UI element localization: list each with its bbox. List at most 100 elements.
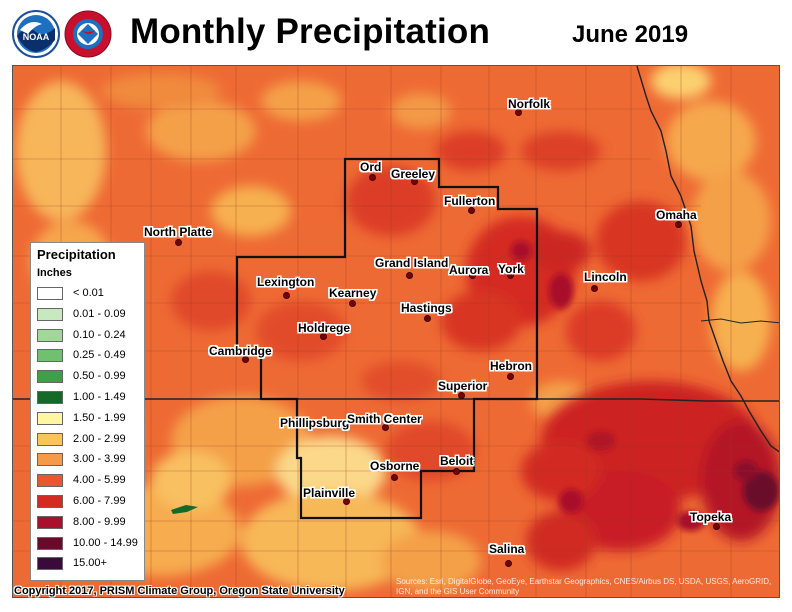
city-dot-beloit <box>453 468 460 475</box>
legend-swatch <box>37 453 63 467</box>
legend-item: 1.50 - 1.99 <box>37 411 141 428</box>
legend-swatch <box>37 411 63 425</box>
city-dot-phillipsburg <box>335 422 342 429</box>
city-dot-greeley <box>411 178 418 185</box>
legend-swatch <box>37 328 63 342</box>
legend-label: 15.00+ <box>73 557 107 570</box>
city-dot-lexington <box>283 292 290 299</box>
legend-units: Inches <box>37 267 72 279</box>
city-label-north-platte: North Platte <box>144 225 213 239</box>
city-dot-grand-island <box>406 272 413 279</box>
legend-item: 15.00+ <box>37 557 141 573</box>
city-label-holdrege: Holdrege <box>298 321 351 335</box>
city-dot-aurora <box>469 272 476 279</box>
city-label-phillipsburg: Phillipsburg <box>280 416 350 430</box>
nws-logo <box>64 10 112 58</box>
city-dot-hebron <box>507 373 514 380</box>
city-label-topeka: Topeka <box>690 510 732 524</box>
legend-swatch <box>37 370 63 384</box>
copyright-text: Copyright 2017, PRISM Climate Group, Ore… <box>14 585 345 597</box>
map-title: Monthly Precipitation <box>130 12 491 51</box>
legend-swatch <box>37 307 63 321</box>
city-label-superior: Superior <box>438 379 488 393</box>
city-label-grand-island: Grand Island <box>375 256 449 270</box>
legend-label: 0.01 - 0.09 <box>73 307 126 320</box>
city-label-hebron: Hebron <box>490 359 532 373</box>
city-dot-lincoln <box>591 285 598 292</box>
city-dot-cambridge <box>242 356 249 363</box>
header: NOAA Monthly Precipitation June 2019 <box>0 0 792 66</box>
city-label-smith-center: Smith Center <box>347 412 422 426</box>
legend-item: 6.00 - 7.99 <box>37 495 141 511</box>
legend-item: 0.01 - 0.09 <box>37 307 141 324</box>
legend-item: 4.00 - 5.99 <box>37 474 141 490</box>
city-label-omaha: Omaha <box>656 208 697 222</box>
legend-label: 0.10 - 0.24 <box>73 328 126 341</box>
legend-swatch <box>37 557 63 571</box>
legend-item: 0.50 - 0.99 <box>37 370 141 386</box>
city-dot-hastings <box>424 315 431 322</box>
city-label-greeley: Greeley <box>391 167 436 181</box>
city-label-norfolk: Norfolk <box>508 97 550 111</box>
noaa-logo-text: NOAA <box>23 32 50 42</box>
city-dot-salina <box>505 560 512 567</box>
legend-label: 8.00 - 9.99 <box>73 515 126 528</box>
legend-title: Precipitation <box>37 247 116 262</box>
legend-label: 2.00 - 2.99 <box>73 432 126 445</box>
legend-item: 1.00 - 1.49 <box>37 391 141 407</box>
legend-swatch <box>37 515 63 529</box>
cwa-boundary <box>235 157 539 520</box>
legend-item: 3.00 - 3.99 <box>37 453 141 469</box>
legend-label: 4.00 - 5.99 <box>73 474 126 487</box>
basemap-attribution: Sources: Esri, DigitalGlobe, GeoEye, Ear… <box>396 577 771 597</box>
city-dot-north-platte <box>175 239 182 246</box>
attribution-line-1: Sources: Esri, DigitalGlobe, GeoEye, Ear… <box>396 577 772 586</box>
city-label-hastings: Hastings <box>401 301 452 315</box>
legend-label: 1.00 - 1.49 <box>73 391 126 403</box>
legend-item: 2.00 - 2.99 <box>37 432 141 449</box>
city-dot-holdrege <box>320 333 327 340</box>
legend-swatch <box>37 536 63 550</box>
city-label-cambridge: Cambridge <box>209 344 272 358</box>
city-dot-osborne <box>391 474 398 481</box>
legend-label: 10.00 - 14.99 <box>73 536 138 549</box>
legend-label: 0.50 - 0.99 <box>73 370 126 383</box>
legend-label: < 0.01 <box>73 287 104 299</box>
city-label-york: York <box>498 262 524 276</box>
city-dot-fullerton <box>468 207 475 214</box>
city-label-kearney: Kearney <box>329 286 377 300</box>
legend-item: < 0.01 <box>37 287 141 303</box>
city-label-beloit: Beloit <box>440 454 474 468</box>
legend-swatch <box>37 391 63 404</box>
city-label-fullerton: Fullerton <box>444 194 496 208</box>
county-lines <box>13 66 779 597</box>
state-boundary-ia-mo <box>700 318 779 324</box>
legend: Precipitation Inches < 0.01 0.01 - 0.09 0.… <box>30 242 145 581</box>
legend-label: 0.25 - 0.49 <box>73 349 126 362</box>
map-date: June 2019 <box>572 21 689 48</box>
city-dot-superior <box>458 392 465 399</box>
state-boundary-east <box>636 66 779 453</box>
legend-swatch <box>37 287 63 300</box>
legend-item: 0.25 - 0.49 <box>37 349 141 365</box>
legend-item: 8.00 - 9.99 <box>37 515 141 532</box>
city-dot-norfolk <box>515 109 522 116</box>
legend-swatch <box>37 474 63 488</box>
legend-label: 1.50 - 1.99 <box>73 411 126 424</box>
city-label-osborne: Osborne <box>370 459 420 473</box>
city-dot-omaha <box>675 221 682 228</box>
legend-label: 6.00 - 7.99 <box>73 495 126 507</box>
city-label-ord: Ord <box>360 160 382 174</box>
city-label-salina: Salina <box>489 542 525 556</box>
legend-swatch <box>37 349 63 363</box>
legend-item: 10.00 - 14.99 <box>37 536 141 553</box>
noaa-logo: NOAA <box>12 10 60 58</box>
legend-item: 0.10 - 0.24 <box>37 328 141 345</box>
legend-swatch <box>37 495 63 508</box>
city-label-lincoln: Lincoln <box>584 270 627 284</box>
city-dot-york <box>507 272 514 279</box>
city-dot-kearney <box>349 300 356 307</box>
legend-swatch <box>37 432 63 446</box>
city-label-lexington: Lexington <box>257 275 315 289</box>
city-dot-topeka <box>713 523 720 530</box>
